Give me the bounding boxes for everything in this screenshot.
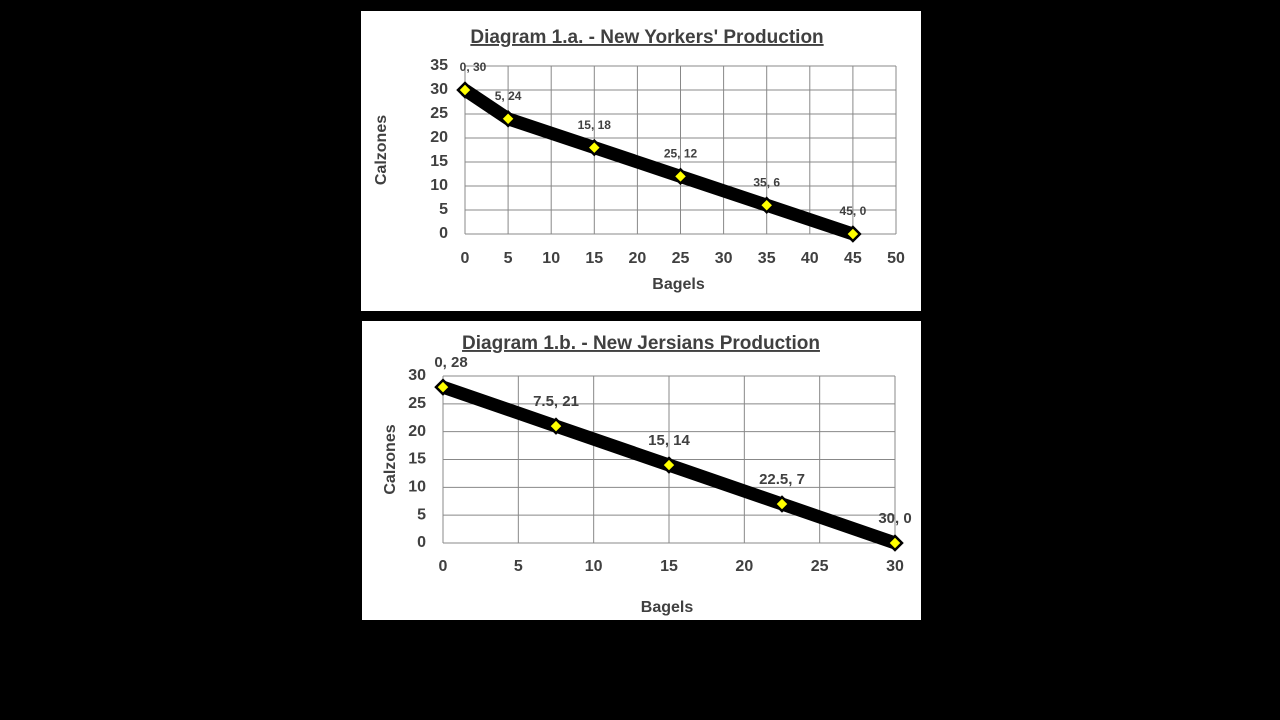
x-tick-label: 40 <box>801 250 819 267</box>
marker <box>757 196 776 214</box>
x-tick-label: 15 <box>660 558 678 575</box>
data-label: 45, 0 <box>840 204 867 218</box>
marker <box>434 378 452 396</box>
data-label: 0, 28 <box>434 354 467 371</box>
data-label: 15, 18 <box>578 118 612 132</box>
marker <box>773 495 791 513</box>
marker <box>844 225 862 243</box>
data-label: 22.5, 7 <box>759 471 805 488</box>
y-axis-title: Calzones <box>373 115 390 185</box>
x-tick-label: 25 <box>811 558 829 575</box>
x-tick-label: 50 <box>887 250 905 267</box>
marker <box>585 138 604 157</box>
data-label: 35, 6 <box>753 175 780 189</box>
y-tick-label: 0 <box>439 225 448 242</box>
x-tick-label: 0 <box>461 250 470 267</box>
y-tick-label: 20 <box>408 423 426 440</box>
x-axis-title: Bagels <box>641 599 694 616</box>
x-tick-label: 35 <box>758 250 776 267</box>
marker <box>886 534 904 552</box>
data-label: 25, 12 <box>664 147 698 161</box>
y-tick-label: 0 <box>417 534 426 551</box>
y-tick-label: 30 <box>430 81 448 98</box>
data-label: 0, 30 <box>460 60 487 74</box>
marker <box>660 456 678 474</box>
y-tick-label: 15 <box>430 153 448 170</box>
y-tick-label: 35 <box>430 57 448 74</box>
data-label: 30, 0 <box>878 510 911 527</box>
chart-title: Diagram 1.a. - New Yorkers' Production <box>470 27 823 48</box>
x-tick-label: 30 <box>715 250 733 267</box>
x-tick-label: 30 <box>886 558 904 575</box>
x-tick-label: 15 <box>585 250 603 267</box>
y-tick-label: 10 <box>408 479 426 496</box>
y-tick-label: 10 <box>430 177 448 194</box>
x-tick-label: 10 <box>585 558 603 575</box>
x-tick-label: 0 <box>439 558 448 575</box>
y-tick-label: 25 <box>408 395 426 412</box>
y-tick-label: 20 <box>430 129 448 146</box>
marker <box>456 81 474 99</box>
y-tick-label: 15 <box>408 451 426 468</box>
y-axis-title: Calzones <box>382 424 399 494</box>
x-tick-label: 20 <box>735 558 753 575</box>
data-label: 7.5, 21 <box>533 393 579 410</box>
chart-title: Diagram 1.b. - New Jersians Production <box>462 333 820 354</box>
x-tick-label: 45 <box>844 250 862 267</box>
line <box>461 84 855 241</box>
y-tick-label: 30 <box>408 367 426 384</box>
x-tick-label: 5 <box>514 558 523 575</box>
x-tick-label: 20 <box>629 250 647 267</box>
y-tick-label: 25 <box>430 105 448 122</box>
marker <box>671 167 690 186</box>
data-label: 5, 24 <box>495 89 522 103</box>
marker <box>499 110 517 128</box>
y-tick-label: 5 <box>417 506 426 523</box>
x-axis-title: Bagels <box>652 276 705 293</box>
panel <box>362 321 921 620</box>
x-tick-label: 25 <box>672 250 690 267</box>
x-tick-label: 10 <box>542 250 560 267</box>
marker <box>547 417 565 435</box>
x-tick-label: 5 <box>504 250 513 267</box>
data-label: 15, 14 <box>648 432 690 449</box>
y-tick-label: 5 <box>439 201 448 218</box>
